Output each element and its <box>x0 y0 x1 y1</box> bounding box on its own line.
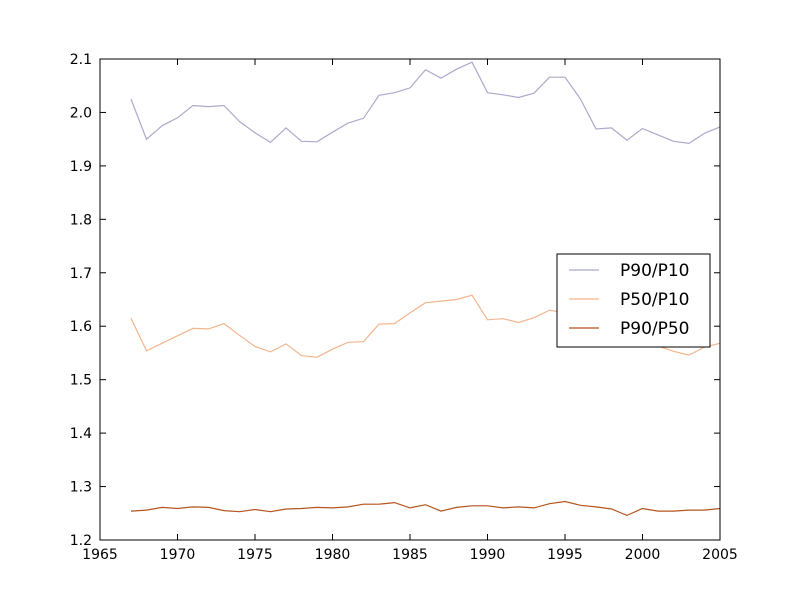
legend-label-2: P90/P50 <box>620 319 690 339</box>
series-line-0 <box>130 61 721 145</box>
y-tick-label: 2.1 <box>70 52 92 68</box>
y-tick-label: 1.2 <box>70 533 92 549</box>
ticks-layer: 1965 1970 1975 1980 1985 1990 1995 2000 2005 1.2 1… <box>70 52 738 563</box>
legend-label-1: P50/P10 <box>620 290 690 310</box>
y-tick-label: 1.3 <box>70 480 92 496</box>
y-tick-label: 1.6 <box>70 319 92 335</box>
x-tick-label: 1970 <box>160 547 196 563</box>
y-tick-label: 1.7 <box>70 266 92 282</box>
legend: P90/P10 P50/P10 P90/P50 <box>556 253 711 348</box>
x-tick-label: 1980 <box>315 547 351 563</box>
x-tick-label: 1995 <box>547 547 583 563</box>
y-tick-label: 1.8 <box>70 212 92 228</box>
legend-label-0: P90/P10 <box>620 261 690 281</box>
x-tick-label: 2005 <box>702 547 738 563</box>
x-tick-label: 2000 <box>625 547 661 563</box>
x-tick-label: 1965 <box>82 547 118 563</box>
x-tick-label: 1990 <box>470 547 506 563</box>
y-tick-label: 1.9 <box>70 159 92 175</box>
y-tick-label: 1.4 <box>70 426 92 442</box>
series-line-2 <box>130 500 721 517</box>
x-tick-label: 1985 <box>392 547 428 563</box>
y-tick-label: 1.5 <box>70 373 92 389</box>
y-tick-label: 2.0 <box>70 105 92 121</box>
x-tick-label: 1975 <box>237 547 273 563</box>
